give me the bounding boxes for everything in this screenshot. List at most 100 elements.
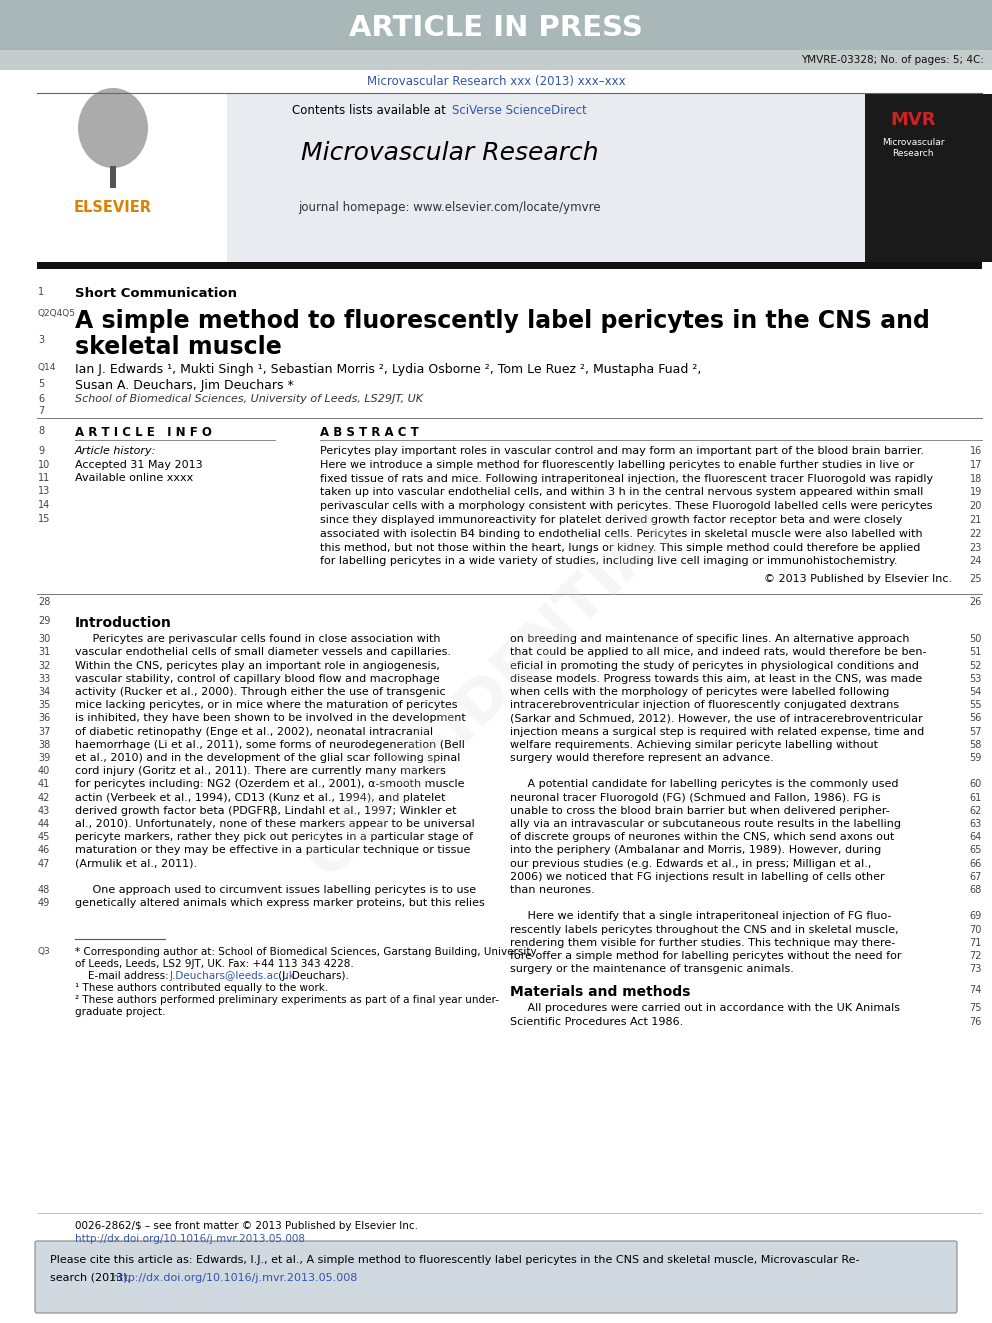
Text: 63: 63 (970, 819, 982, 830)
Text: taken up into vascular endothelial cells, and within 3 h in the central nervous : taken up into vascular endothelial cells… (320, 487, 924, 497)
Text: surgery or the maintenance of transgenic animals.: surgery or the maintenance of transgenic… (510, 964, 794, 974)
Text: of diabetic retinopathy (Enge et al., 2002), neonatal intracranial: of diabetic retinopathy (Enge et al., 20… (75, 726, 434, 737)
Text: injection means a surgical step is required with related expense, time and: injection means a surgical step is requi… (510, 726, 925, 737)
Text: Scientific Procedures Act 1986.: Scientific Procedures Act 1986. (510, 1016, 683, 1027)
Text: skeletal muscle: skeletal muscle (75, 335, 282, 359)
Text: 51: 51 (969, 647, 982, 658)
Text: 47: 47 (38, 859, 51, 869)
Text: than neurones.: than neurones. (510, 885, 594, 894)
Text: Contents lists available at: Contents lists available at (293, 105, 450, 118)
Text: 40: 40 (38, 766, 51, 777)
Bar (110, 165, 116, 188)
Text: 52: 52 (969, 660, 982, 671)
Text: Here we identify that a single intraperitoneal injection of FG fluo-: Here we identify that a single intraperi… (510, 912, 892, 921)
Text: 19: 19 (970, 487, 982, 497)
Text: 9: 9 (38, 446, 44, 456)
Text: haemorrhage (Li et al., 2011), some forms of neurodegeneration (Bell: haemorrhage (Li et al., 2011), some form… (75, 740, 465, 750)
Text: MVR: MVR (890, 111, 935, 130)
Text: 21: 21 (969, 515, 982, 525)
Text: Ian J. Edwards ¹, Mukti Singh ¹, Sebastian Morris ², Lydia Osborne ², Tom Le Rue: Ian J. Edwards ¹, Mukti Singh ¹, Sebasti… (75, 363, 701, 376)
Text: since they displayed immunoreactivity for platelet derived growth factor recepto: since they displayed immunoreactivity fo… (320, 515, 903, 525)
Text: 31: 31 (38, 647, 51, 658)
Text: ally via an intravascular or subcutaneous route results in the labelling: ally via an intravascular or subcutaneou… (510, 819, 901, 830)
Text: rendering them visible for further studies. This technique may there-: rendering them visible for further studi… (510, 938, 895, 947)
Text: ARTICLE IN PRESS: ARTICLE IN PRESS (349, 15, 643, 42)
Text: 26: 26 (969, 597, 982, 607)
Text: 5: 5 (38, 378, 45, 389)
Text: surgery would therefore represent an advance.: surgery would therefore represent an adv… (510, 753, 774, 763)
Text: 74: 74 (969, 986, 982, 995)
Text: of Leeds, Leeds, LS2 9JT, UK. Fax: +44 113 343 4228.: of Leeds, Leeds, LS2 9JT, UK. Fax: +44 1… (75, 959, 354, 970)
Text: derived growth factor beta (PDGFRβ, Lindahl et al., 1997; Winkler et: derived growth factor beta (PDGFRβ, Lind… (75, 806, 456, 816)
Text: fore offer a simple method for labelling pericytes without the need for: fore offer a simple method for labelling… (510, 951, 902, 960)
Text: vascular stability, control of capillary blood flow and macrophage: vascular stability, control of capillary… (75, 673, 439, 684)
Text: One approach used to circumvent issues labelling pericytes is to use: One approach used to circumvent issues l… (75, 885, 476, 894)
Text: 0026-2862/$ – see front matter © 2013 Published by Elsevier Inc.: 0026-2862/$ – see front matter © 2013 Pu… (75, 1221, 418, 1230)
Text: YMVRE-03328; No. of pages: 5; 4C:: YMVRE-03328; No. of pages: 5; 4C: (801, 56, 984, 65)
Text: Q3: Q3 (38, 947, 51, 957)
Text: 66: 66 (970, 859, 982, 869)
Text: 32: 32 (38, 660, 51, 671)
Text: unable to cross the blood brain barrier but when delivered peripher-: unable to cross the blood brain barrier … (510, 806, 890, 816)
Text: Short Communication: Short Communication (75, 287, 237, 300)
Text: 69: 69 (970, 912, 982, 921)
Text: Microvascular
Research: Microvascular Research (882, 139, 944, 157)
Text: 49: 49 (38, 898, 51, 908)
Text: A simple method to fluorescently label pericytes in the CNS and: A simple method to fluorescently label p… (75, 310, 930, 333)
Text: of discrete groups of neurones within the CNS, which send axons out: of discrete groups of neurones within th… (510, 832, 895, 843)
Text: when cells with the morphology of pericytes were labelled following: when cells with the morphology of pericy… (510, 687, 890, 697)
Text: Introduction: Introduction (75, 617, 172, 630)
Text: this method, but not those within the heart, lungs or kidney. This simple method: this method, but not those within the he… (320, 542, 921, 553)
Text: 16: 16 (970, 446, 982, 456)
Text: eficial in promoting the study of pericytes in physiological conditions and: eficial in promoting the study of pericy… (510, 660, 919, 671)
Text: 60: 60 (970, 779, 982, 790)
Bar (0, 50, 992, 70)
Text: into the periphery (Ambalanar and Morris, 1989). However, during: into the periphery (Ambalanar and Morris… (510, 845, 881, 856)
Text: journal homepage: www.elsevier.com/locate/ymvre: journal homepage: www.elsevier.com/locat… (299, 201, 601, 213)
Text: * Corresponding author at: School of Biomedical Sciences, Garstang Building, Uni: * Corresponding author at: School of Bio… (75, 947, 537, 958)
Text: genetically altered animals which express marker proteins, but this relies: genetically altered animals which expres… (75, 898, 485, 908)
Text: intracerebroventricular injection of fluorescently conjugated dextrans: intracerebroventricular injection of flu… (510, 700, 899, 710)
Text: E-mail address:: E-mail address: (75, 971, 172, 982)
Text: 62: 62 (969, 806, 982, 816)
Text: for labelling pericytes in a wide variety of studies, including live cell imagin: for labelling pericytes in a wide variet… (320, 557, 898, 566)
Text: 54: 54 (969, 687, 982, 697)
Text: disease models. Progress towards this aim, at least in the CNS, was made: disease models. Progress towards this ai… (510, 673, 923, 684)
Text: Pericytes are perivascular cells found in close association with: Pericytes are perivascular cells found i… (75, 634, 440, 644)
Text: 67: 67 (969, 872, 982, 882)
Text: 6: 6 (38, 394, 44, 404)
Text: 34: 34 (38, 687, 51, 697)
Text: Here we introduce a simple method for fluorescently labelling pericytes to enabl: Here we introduce a simple method for fl… (320, 460, 914, 470)
Text: ELSEVIER: ELSEVIER (74, 200, 152, 214)
Text: A B S T R A C T: A B S T R A C T (320, 426, 419, 439)
FancyBboxPatch shape (35, 1241, 957, 1312)
Text: 7: 7 (38, 406, 45, 415)
Text: Available online xxxx: Available online xxxx (75, 474, 193, 483)
Text: 44: 44 (38, 819, 51, 830)
Text: 17: 17 (969, 460, 982, 470)
Text: 33: 33 (38, 673, 51, 684)
Text: vascular endothelial cells of small diameter vessels and capillaries.: vascular endothelial cells of small diam… (75, 647, 451, 658)
Text: 24: 24 (969, 557, 982, 566)
Text: 58: 58 (969, 740, 982, 750)
Text: 13: 13 (38, 487, 51, 496)
Bar (37, 94, 982, 262)
Text: our previous studies (e.g. Edwards et al., in press; Milligan et al.,: our previous studies (e.g. Edwards et al… (510, 859, 871, 869)
Text: ² These authors performed preliminary experiments as part of a final year under-: ² These authors performed preliminary ex… (75, 995, 499, 1005)
Text: that could be applied to all mice, and indeed rats, would therefore be ben-: that could be applied to all mice, and i… (510, 647, 927, 658)
Text: 18: 18 (970, 474, 982, 484)
Text: 76: 76 (969, 1016, 982, 1027)
Text: perivascular cells with a morphology consistent with pericytes. These Fluorogold: perivascular cells with a morphology con… (320, 501, 932, 511)
Text: 73: 73 (969, 964, 982, 974)
Text: 25: 25 (969, 574, 982, 585)
Text: 29: 29 (38, 617, 51, 626)
Text: rescently labels pericytes throughout the CNS and in skeletal muscle,: rescently labels pericytes throughout th… (510, 925, 899, 934)
Text: 10: 10 (38, 459, 51, 470)
Text: Microvascular Research xxx (2013) xxx–xxx: Microvascular Research xxx (2013) xxx–xx… (367, 75, 625, 89)
Text: 11: 11 (38, 474, 51, 483)
Text: 70: 70 (969, 925, 982, 934)
Text: A potential candidate for labelling pericytes is the commonly used: A potential candidate for labelling peri… (510, 779, 899, 790)
Text: for pericytes including: NG2 (Ozerdem et al., 2001), α-smooth muscle: for pericytes including: NG2 (Ozerdem et… (75, 779, 464, 790)
Text: cord injury (Goritz et al., 2011). There are currently many markers: cord injury (Goritz et al., 2011). There… (75, 766, 445, 777)
Text: 1: 1 (38, 287, 44, 296)
